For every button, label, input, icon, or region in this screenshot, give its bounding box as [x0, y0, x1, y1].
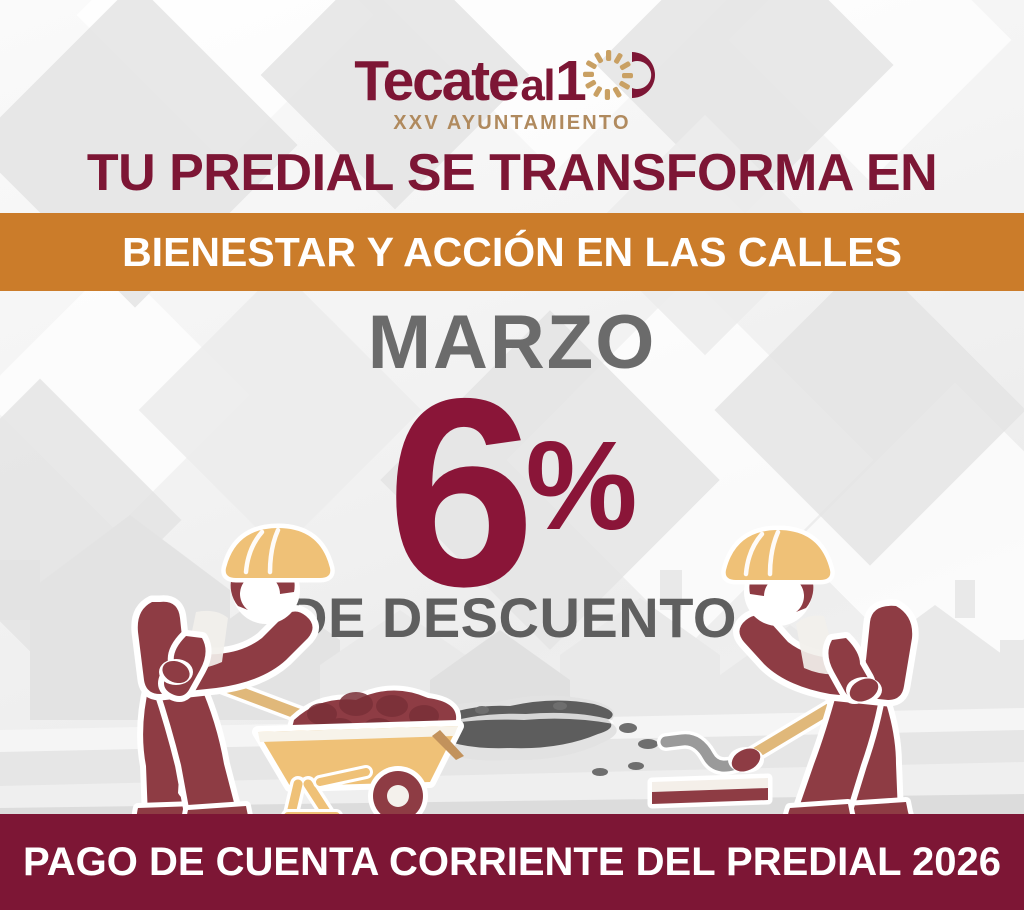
- workers-illustration: [0, 520, 1024, 835]
- discount-number: 6: [386, 342, 535, 642]
- percent-sign: %: [525, 415, 638, 556]
- brand-logo: Tecate al 1: [0, 48, 1024, 135]
- headline-line-1: TU PREDIAL SE TRANSFORMA EN: [86, 144, 938, 202]
- logo-subtitle: XXV AYUNTAMIENTO: [393, 112, 631, 134]
- pothole-graphic: [389, 695, 658, 776]
- logo-wordmark: Tecate al 1: [354, 48, 670, 110]
- offer-month: MARZO: [367, 300, 657, 385]
- logo-digit-zero: [628, 48, 670, 106]
- discount-percentage: 6 %: [386, 342, 638, 642]
- sunburst-circle-icon: [582, 49, 634, 105]
- logo-digit-one: 1: [555, 49, 587, 113]
- discount-label: DE DESCUENTO: [287, 585, 737, 649]
- logo-word-tecate: Tecate: [354, 49, 519, 113]
- headline-line-2: BIENESTAR Y ACCIÓN EN LAS CALLES: [122, 228, 902, 275]
- logo-word-al: al: [520, 61, 555, 110]
- footer-band: PAGO DE CUENTA CORRIENTE DEL PREDIAL 202…: [0, 814, 1024, 910]
- headline-orange-band: BIENESTAR Y ACCIÓN EN LAS CALLES: [0, 213, 1024, 291]
- footer-text: PAGO DE CUENTA CORRIENTE DEL PREDIAL 202…: [23, 839, 1001, 884]
- discount-offer-block: MARZO 6 % DE DESCUENTO: [0, 305, 1024, 650]
- right-worker: [647, 525, 919, 833]
- wheelbarrow: [252, 685, 464, 826]
